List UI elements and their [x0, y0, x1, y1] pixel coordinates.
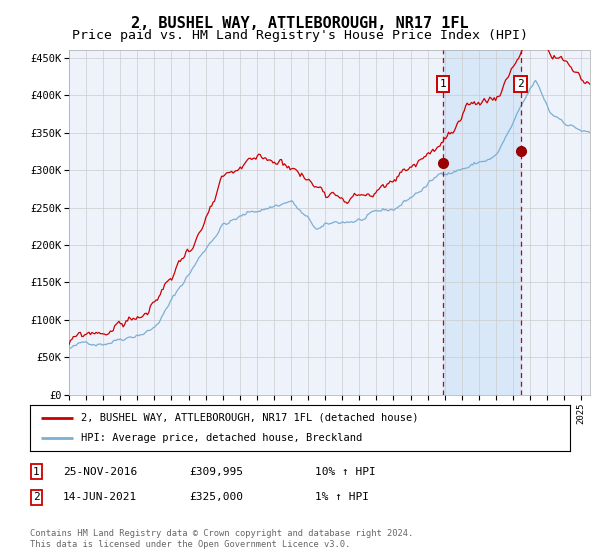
Text: 2, BUSHEL WAY, ATTLEBOROUGH, NR17 1FL (detached house): 2, BUSHEL WAY, ATTLEBOROUGH, NR17 1FL (d…: [82, 413, 419, 423]
Text: £309,995: £309,995: [189, 466, 243, 477]
Text: 2: 2: [33, 492, 40, 502]
Text: Contains HM Land Registry data © Crown copyright and database right 2024.
This d: Contains HM Land Registry data © Crown c…: [30, 529, 413, 549]
Text: 25-NOV-2016: 25-NOV-2016: [63, 466, 137, 477]
Text: 14-JUN-2021: 14-JUN-2021: [63, 492, 137, 502]
Text: 2: 2: [517, 79, 524, 89]
Text: 1% ↑ HPI: 1% ↑ HPI: [315, 492, 369, 502]
Text: 1: 1: [33, 466, 40, 477]
Text: 1: 1: [440, 79, 446, 89]
Text: HPI: Average price, detached house, Breckland: HPI: Average price, detached house, Brec…: [82, 433, 362, 443]
Bar: [443, 50, 521, 395]
Text: 10% ↑ HPI: 10% ↑ HPI: [315, 466, 376, 477]
Text: £325,000: £325,000: [189, 492, 243, 502]
Text: 2, BUSHEL WAY, ATTLEBOROUGH, NR17 1FL: 2, BUSHEL WAY, ATTLEBOROUGH, NR17 1FL: [131, 16, 469, 31]
Text: Price paid vs. HM Land Registry's House Price Index (HPI): Price paid vs. HM Land Registry's House …: [72, 29, 528, 42]
